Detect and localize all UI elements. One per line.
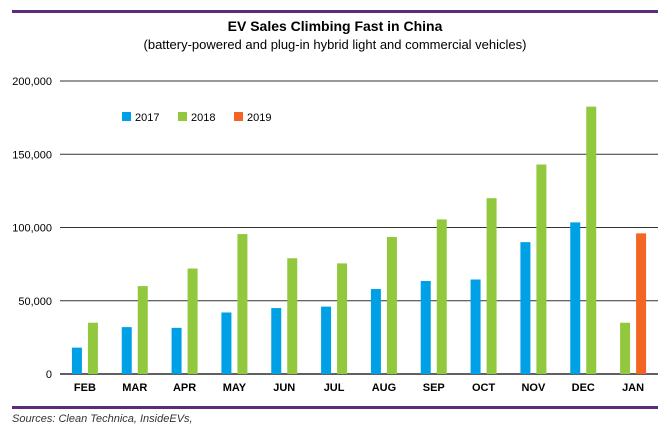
x-tick-label: JUN: [273, 382, 295, 394]
bar-2018-nov: [536, 164, 547, 374]
legend-swatch-2018: [178, 112, 187, 121]
bar-2018-jan: [620, 322, 631, 374]
bar-2017-aug: [370, 289, 381, 374]
bar-2017-nov: [520, 242, 531, 374]
y-tick-label: 100,000: [12, 223, 52, 235]
bar-2017-dec: [570, 222, 581, 374]
bottom-rule: [12, 406, 658, 409]
bar-2018-sep: [436, 219, 447, 374]
source-note: Sources: Clean Technica, InsideEVs,: [12, 413, 193, 425]
legend-label-2018: 2018: [191, 112, 215, 124]
x-tick-label: JAN: [622, 382, 644, 394]
chart-subtitle: (battery-powered and plug-in hybrid ligh…: [143, 37, 527, 52]
bar-2017-may: [221, 312, 232, 374]
x-tick-label: MAY: [223, 382, 247, 394]
bar-2017-mar: [121, 327, 132, 374]
bar-2018-may: [237, 234, 248, 374]
legend-label-2017: 2017: [135, 112, 159, 124]
x-tick-label: JUL: [324, 382, 345, 394]
bar-2017-feb: [71, 347, 82, 374]
top-rule: [12, 10, 658, 13]
x-tick-label: AUG: [372, 382, 396, 394]
bar-2017-apr: [171, 327, 182, 374]
x-tick-label: FEB: [74, 382, 96, 394]
bar-2018-aug: [386, 237, 397, 374]
x-tick-label: DEC: [572, 382, 595, 394]
bar-2018-jun: [287, 258, 298, 374]
y-tick-label: 200,000: [12, 76, 52, 88]
bar-2017-oct: [470, 279, 481, 374]
bar-2018-oct: [486, 198, 497, 374]
legend-swatch-2019: [234, 112, 243, 121]
y-tick-label: 150,000: [12, 149, 52, 161]
chart-title: EV Sales Climbing Fast in China: [227, 18, 443, 34]
legend-swatch-2017: [122, 112, 131, 121]
y-tick-label: 0: [46, 369, 52, 381]
bar-2017-sep: [420, 280, 431, 374]
bar-2019-jan: [636, 233, 647, 374]
y-tick-label: 50,000: [18, 296, 52, 308]
bar-2018-feb: [87, 322, 98, 374]
bar-2017-jun: [271, 308, 282, 374]
legend-label-2019: 2019: [247, 112, 271, 124]
x-tick-label: APR: [173, 382, 196, 394]
bar-2017-jul: [321, 306, 332, 374]
x-tick-label: MAR: [122, 382, 147, 394]
bar-2018-mar: [137, 286, 148, 374]
x-tick-label: SEP: [423, 382, 445, 394]
bar-2018-dec: [586, 106, 597, 374]
bar-2018-jul: [337, 263, 348, 374]
x-tick-label: OCT: [472, 382, 496, 394]
bar-2018-apr: [187, 268, 198, 374]
x-tick-label: NOV: [521, 382, 546, 394]
